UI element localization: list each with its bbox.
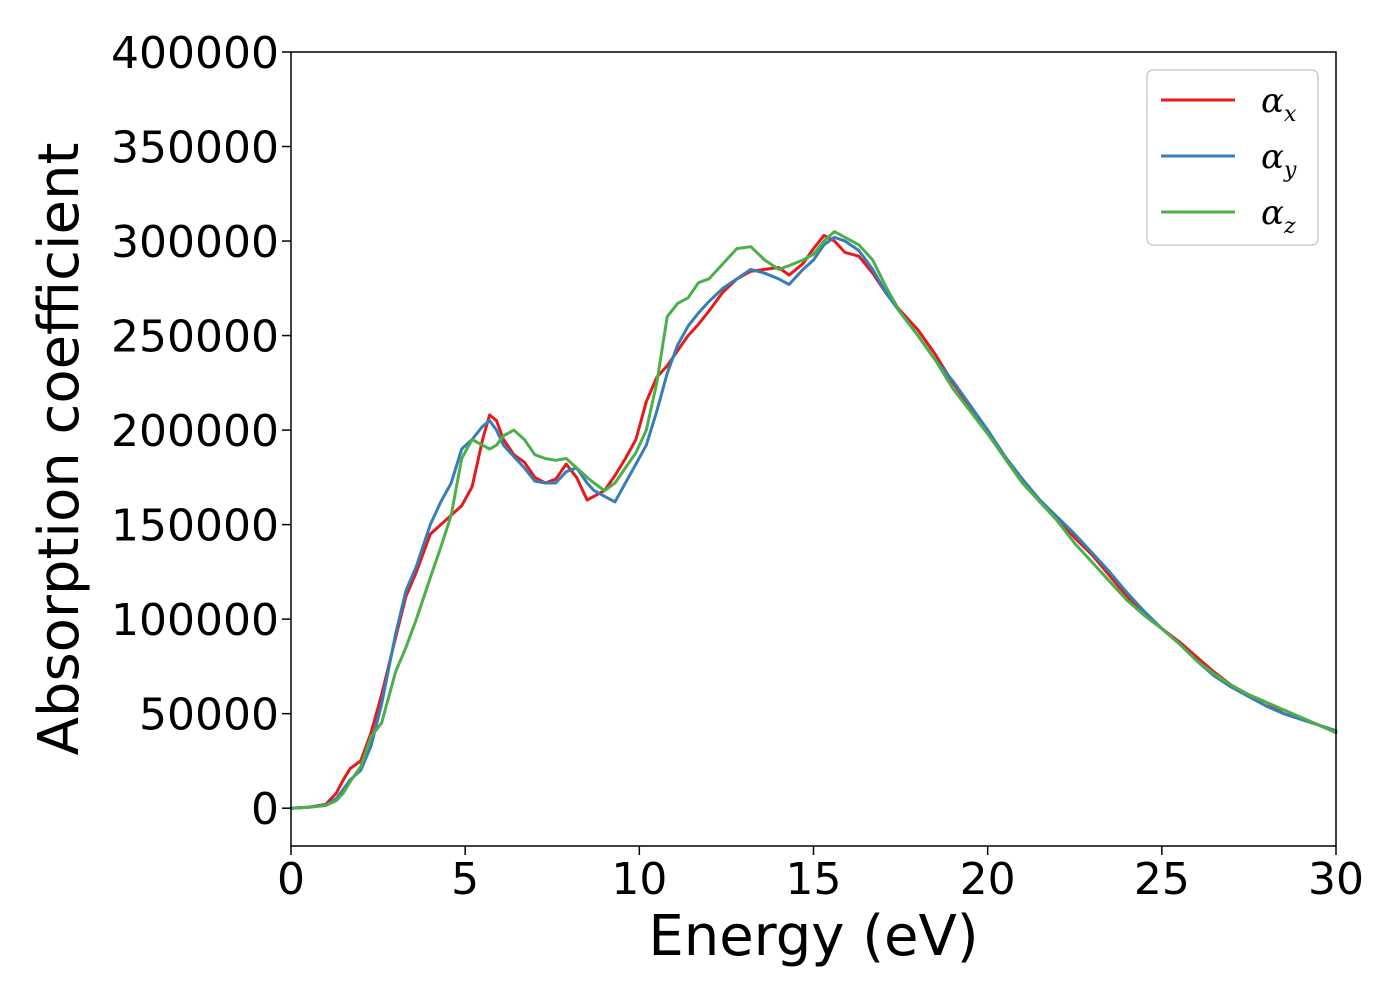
x-tick-label: 0 — [277, 854, 305, 905]
x-tick-label: 25 — [1134, 854, 1190, 905]
series-line-z — [289, 230, 1338, 810]
y-tick-label: 150000 — [111, 501, 279, 552]
x-axis: 0 5 10 15 20 25 30 — [277, 846, 1364, 905]
legend-label-y: αy — [1261, 137, 1297, 183]
legend-label-base: α — [1261, 137, 1284, 177]
series-layer — [289, 230, 1338, 810]
x-tick-label: 15 — [786, 854, 842, 905]
x-axis-title: Energy (eV) — [648, 904, 978, 969]
series-line-y — [289, 235, 1338, 810]
y-axis-title: Absorption coefficient — [27, 143, 92, 756]
x-tick-label: 10 — [611, 854, 667, 905]
y-tick-label: 400000 — [111, 28, 279, 79]
y-tick-label: 300000 — [111, 217, 279, 268]
legend-label-base: α — [1261, 81, 1284, 121]
y-tick-label: 200000 — [111, 406, 279, 457]
legend-label-base: α — [1261, 193, 1284, 233]
series-line-x — [289, 233, 1338, 810]
y-tick-label: 350000 — [111, 123, 279, 174]
y-tick-label: 100000 — [111, 595, 279, 646]
legend-label-subscript: z — [1283, 214, 1296, 239]
y-tick-label: 50000 — [139, 690, 279, 741]
y-tick-label: 250000 — [111, 312, 279, 363]
legend-label-x: αx — [1261, 81, 1297, 127]
y-tick-label: 0 — [251, 784, 279, 835]
legend-label-z: αz — [1261, 193, 1296, 239]
legend-label-subscript: y — [1283, 158, 1297, 183]
x-tick-label: 30 — [1308, 854, 1364, 905]
x-tick-label: 5 — [451, 854, 479, 905]
x-tick-label: 20 — [960, 854, 1016, 905]
legend-label-subscript: x — [1284, 102, 1297, 127]
y-axis: 0 50000 100000 150000 200000 250000 300000 3500… — [111, 28, 291, 835]
